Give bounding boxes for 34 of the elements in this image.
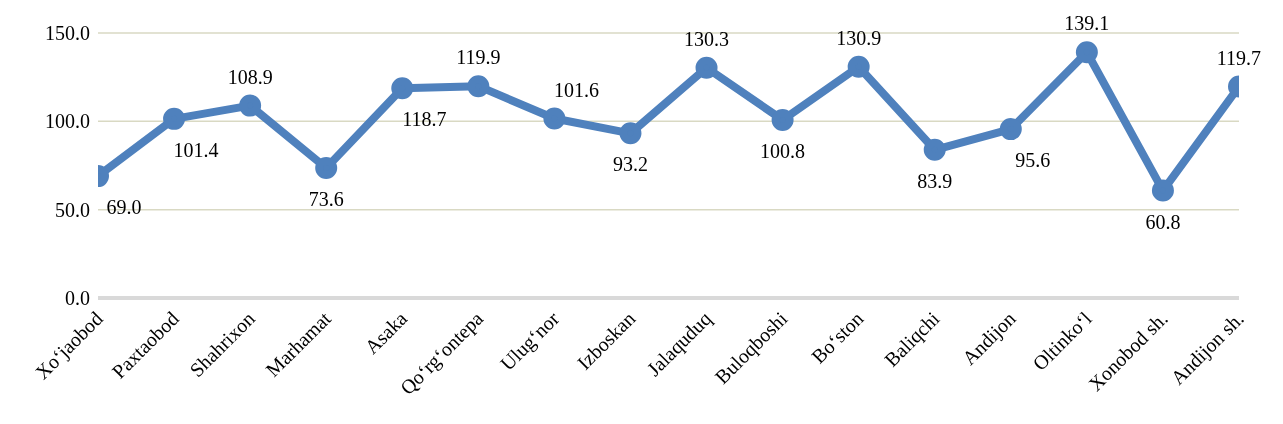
point [239,94,262,117]
point [315,156,338,179]
data-label: 83.9 [917,169,953,192]
data-label: 139.1 [1064,12,1110,35]
data-label: 69.0 [106,196,142,219]
point [467,75,490,98]
point [163,107,186,130]
data-label: 118.7 [402,108,447,131]
y-tick-label: 100.0 [45,110,90,133]
y-tick-label: 50.0 [55,198,90,221]
point [999,118,1022,141]
data-label: 119.7 [1216,46,1262,69]
point [695,56,718,79]
data-label: 100.8 [760,139,806,162]
point [1075,41,1098,64]
data-label: 93.2 [612,153,648,176]
data-label: 60.8 [1145,210,1181,233]
point [543,107,566,130]
point [619,122,642,145]
data-label: 119.9 [456,46,501,69]
data-label: 73.6 [308,187,344,210]
data-label: 95.6 [1015,149,1051,172]
point [923,138,946,161]
data-label: 101.4 [173,138,219,161]
y-tick-label: 150.0 [45,22,90,45]
point [847,55,870,78]
data-label: 130.3 [684,27,730,50]
y-tick-label: 0.0 [65,287,90,310]
point [771,108,794,131]
data-label: 101.6 [553,78,599,101]
point [391,77,414,100]
data-label: 108.9 [227,65,273,88]
point [1151,179,1174,202]
data-label: 130.9 [836,26,882,49]
